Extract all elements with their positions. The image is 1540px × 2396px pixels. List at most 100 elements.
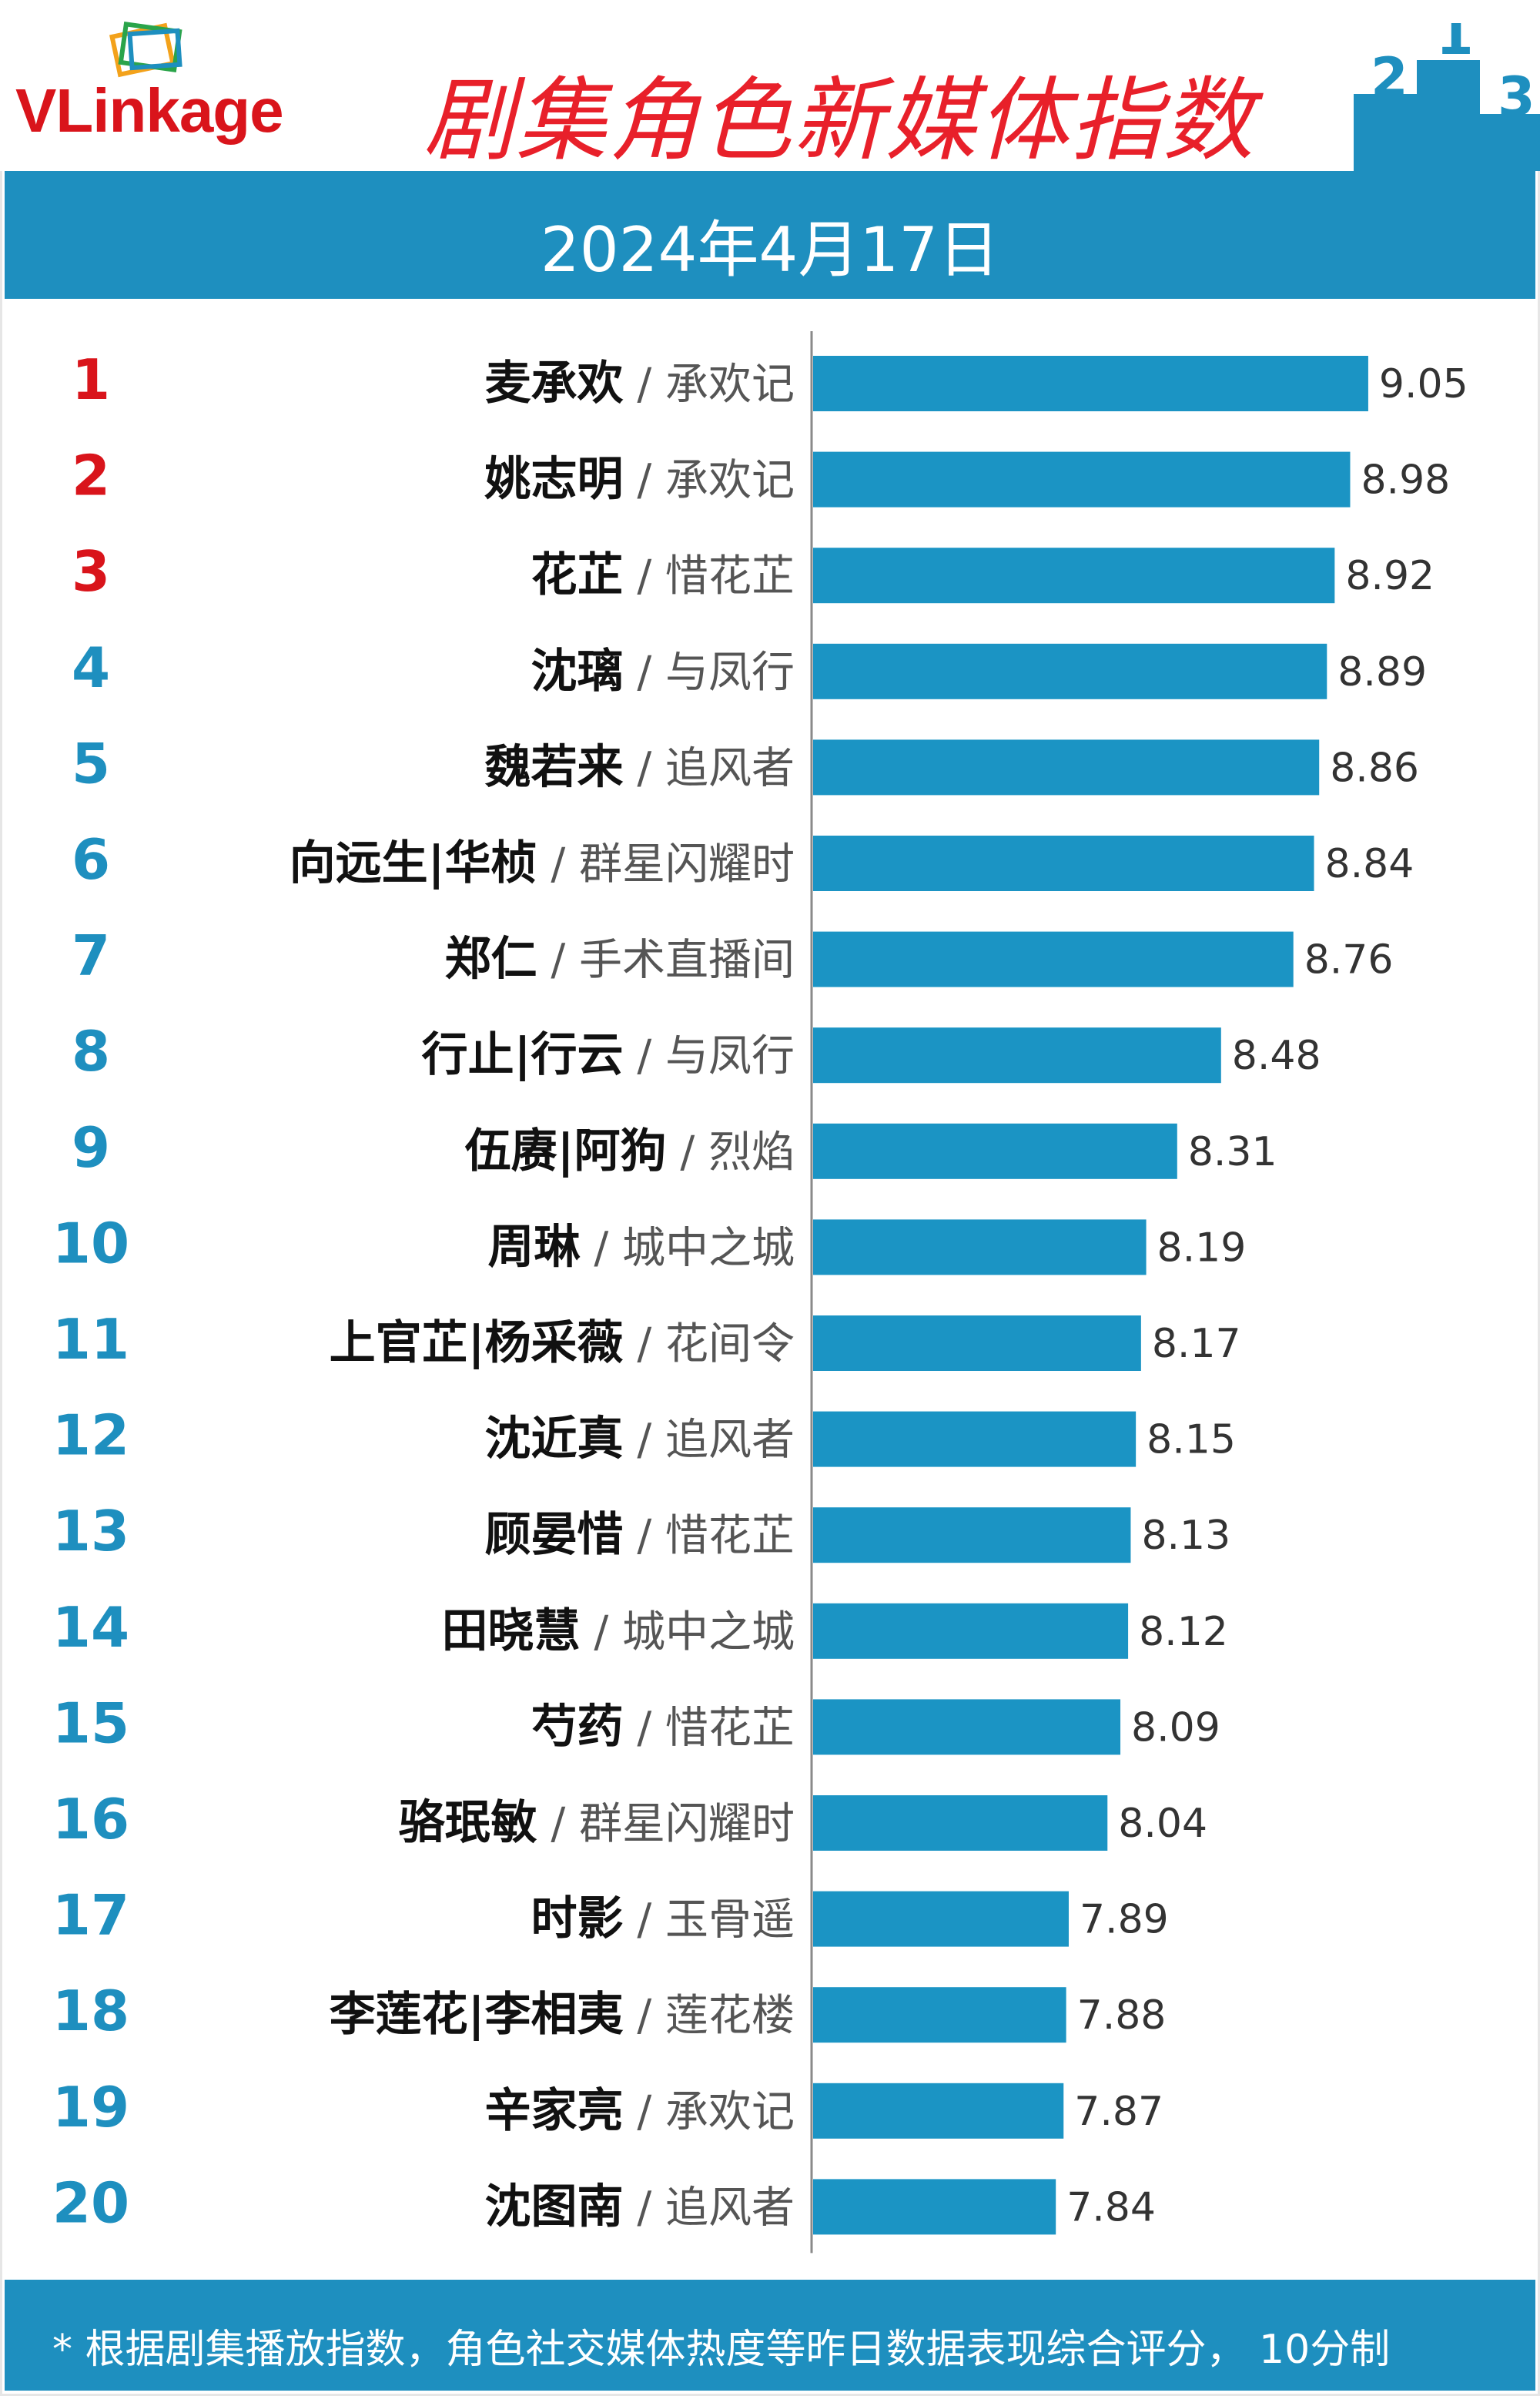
role-name: 周琳 xyxy=(488,1220,581,1274)
bar-label: 沈图南 / 追风者 xyxy=(485,2180,795,2233)
rank-number: 1 xyxy=(72,347,110,412)
data-label: 8.48 xyxy=(1232,1033,1321,1079)
show-name: / 承欢记 xyxy=(624,456,795,506)
bar xyxy=(813,1891,1069,1947)
role-name: 沈图南 xyxy=(485,2180,624,2233)
podium-label-2: 2 xyxy=(1371,46,1408,109)
bar-label: 时影 / 玉骨遥 xyxy=(531,1892,795,1946)
data-label: 8.76 xyxy=(1304,937,1394,984)
rank-number: 4 xyxy=(72,635,110,700)
podium-label-1: 1 xyxy=(1436,23,1474,67)
bar xyxy=(813,1699,1121,1755)
header: VLinkage 剧集角色新媒体指数 2 1 3 xyxy=(0,0,1540,173)
bar xyxy=(813,1603,1129,1659)
bar-label: 郑仁 / 手术直播间 xyxy=(445,933,795,987)
show-name: / 惜花芷 xyxy=(624,1511,795,1561)
rank-number: 14 xyxy=(52,1595,129,1660)
role-name: 辛家亮 xyxy=(485,2084,624,2138)
show-name: / 城中之城 xyxy=(581,1607,795,1657)
bar xyxy=(813,451,1351,508)
date-label: 2024年4月17日 xyxy=(540,214,1000,286)
data-label: 8.17 xyxy=(1152,1321,1241,1367)
vlinkage-logo: VLinkage xyxy=(15,15,339,154)
bar-label: 沈璃 / 与凤行 xyxy=(531,645,795,699)
bar xyxy=(813,1027,1221,1084)
role-name: 田晓慧 xyxy=(442,1604,581,1658)
data-label: 8.04 xyxy=(1118,1801,1207,1847)
role-name: 李莲花|李相夷 xyxy=(330,1988,624,2042)
bar xyxy=(813,1219,1147,1275)
role-name: 麦承欢 xyxy=(485,357,624,411)
rank-number: 12 xyxy=(52,1403,129,1468)
bar xyxy=(813,931,1294,987)
role-name: 花芷 xyxy=(531,548,624,602)
bar xyxy=(813,2179,1056,2235)
bar-label: 辛家亮 / 承欢记 xyxy=(485,2084,795,2138)
podium-label-3: 3 xyxy=(1498,65,1535,129)
bar-label: 行止|行云 / 与凤行 xyxy=(422,1028,795,1082)
rank-number: 18 xyxy=(52,1979,129,2043)
bar xyxy=(813,548,1335,604)
role-name: 魏若来 xyxy=(485,740,624,794)
bar xyxy=(813,1987,1066,2043)
data-label: 8.09 xyxy=(1131,1704,1220,1751)
bar-label: 周琳 / 城中之城 xyxy=(488,1220,795,1274)
rank-number: 13 xyxy=(52,1499,129,1563)
show-name: / 追风者 xyxy=(624,1416,795,1466)
bar-label: 伍赓|阿狗 / 烈焰 xyxy=(465,1124,795,1178)
rank-number: 17 xyxy=(52,1883,129,1948)
page-title: 剧集角色新媒体指数 xyxy=(423,67,1255,173)
show-name: / 与凤行 xyxy=(624,1031,795,1081)
bar-label: 上官芷|杨采薇 / 花间令 xyxy=(330,1316,795,1370)
bar xyxy=(813,739,1320,796)
show-name: / 群星闪耀时 xyxy=(537,839,795,890)
show-name: / 与凤行 xyxy=(624,648,795,698)
data-label: 8.89 xyxy=(1337,649,1427,695)
bar xyxy=(813,836,1314,891)
data-label: 7.87 xyxy=(1074,2089,1163,2135)
bar-label: 顾晏惜 / 惜花芷 xyxy=(485,1508,795,1562)
role-name: 上官芷|杨采薇 xyxy=(330,1316,624,1370)
bar xyxy=(813,1123,1177,1179)
rank-number: 5 xyxy=(72,731,110,796)
bar xyxy=(813,1315,1141,1371)
bar-label: 骆珉敏 / 群星闪耀时 xyxy=(399,1796,795,1850)
show-name: / 烈焰 xyxy=(667,1128,795,1178)
role-name: 时影 xyxy=(531,1892,624,1946)
rank-number: 10 xyxy=(52,1211,129,1275)
rank-number: 8 xyxy=(72,1019,110,1084)
bar xyxy=(813,1507,1131,1563)
show-name: / 承欢记 xyxy=(624,360,795,410)
data-label: 8.98 xyxy=(1361,457,1450,504)
role-name: 芍药 xyxy=(531,1700,624,1754)
rank-number: 6 xyxy=(72,827,110,892)
bar xyxy=(813,2083,1064,2139)
data-label: 8.12 xyxy=(1139,1609,1228,1655)
data-label: 8.15 xyxy=(1147,1417,1236,1463)
rank-number: 11 xyxy=(52,1307,129,1372)
bar-label: 魏若来 / 追风者 xyxy=(485,740,795,794)
bar xyxy=(813,1411,1137,1467)
bar xyxy=(813,356,1368,411)
rank-number: 16 xyxy=(52,1787,129,1851)
rank-number: 19 xyxy=(52,2075,129,2140)
logo-text: VLinkage xyxy=(15,76,284,145)
data-label: 7.89 xyxy=(1080,1897,1169,1943)
show-name: / 追风者 xyxy=(624,2183,795,2233)
bar-label: 李莲花|李相夷 / 莲花楼 xyxy=(330,1988,795,2042)
bar-label: 花芷 / 惜花芷 xyxy=(531,548,795,602)
rank-number: 3 xyxy=(72,539,110,604)
show-name: / 惜花芷 xyxy=(624,551,795,602)
role-name: 顾晏惜 xyxy=(485,1508,624,1562)
role-name: 骆珉敏 xyxy=(399,1796,537,1850)
data-label: 8.31 xyxy=(1188,1129,1277,1175)
data-label: 8.84 xyxy=(1325,841,1414,887)
rank-number: 2 xyxy=(72,444,110,508)
data-label: 9.05 xyxy=(1379,361,1468,407)
date-band: 2024年4月17日 xyxy=(5,171,1535,299)
role-name: 向远生|华桢 xyxy=(290,836,537,890)
rank-number: 7 xyxy=(72,923,110,988)
rank-number: 20 xyxy=(52,2170,129,2235)
bar-label: 田晓慧 / 城中之城 xyxy=(442,1604,795,1658)
show-name: / 承欢记 xyxy=(624,2087,795,2137)
